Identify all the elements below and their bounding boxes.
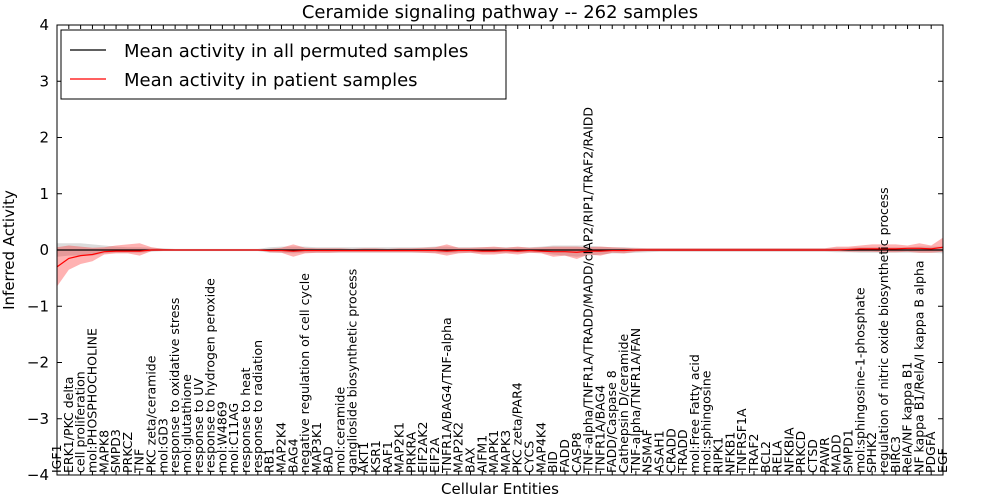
entity-label: BAX	[462, 447, 477, 473]
entity-label: regulation of nitric oxide biosynthetic …	[876, 187, 891, 473]
x-axis-label: Cellular Entities	[441, 480, 559, 498]
entity-label: RELA	[770, 440, 785, 473]
legend-box	[60, 29, 507, 100]
entity-label: FADD/Caspase 8	[604, 370, 619, 473]
entity-label: KSR1	[368, 440, 383, 473]
entity-label: NFKBIA	[781, 427, 796, 473]
entity-label: EIF2AK2	[415, 422, 430, 473]
entity-label: SMPD1	[840, 429, 855, 473]
entity-label: ASAH1	[651, 430, 666, 473]
y-tick-label: 4	[39, 16, 49, 34]
entity-label: PKC zeta/PAR4	[510, 382, 525, 473]
series-line-patient	[56, 246, 944, 268]
entity-label: MAP2K4	[273, 422, 288, 473]
entity-label: mol:Free Fatty acid	[687, 354, 702, 473]
y-tick-label: −4	[27, 466, 49, 484]
entity-label: mol:GD3	[155, 418, 170, 473]
entity-label: TNF-alpha/TNFR1A/TRADD/MADD/cIAP2/RIP1/T…	[581, 107, 596, 474]
entity-label: mol:sphingosine-1-phosphate	[852, 287, 867, 473]
entity-label: RAF1	[380, 441, 395, 473]
entity-label: mol:PHOSPHOCHOLINE	[84, 328, 99, 473]
entity-label: TRADD	[675, 429, 690, 474]
entity-label: ERK1/PKC delta	[61, 377, 76, 473]
entity-label: TNFRSF1A	[734, 408, 749, 474]
entity-label: TNFR1A/BAG4	[592, 385, 607, 474]
entity-label: response to heat	[238, 367, 253, 473]
entity-label: PKC zeta/ceramide	[144, 355, 159, 473]
entity-label: SMPD3	[108, 429, 123, 473]
y-tick-label: 2	[39, 129, 49, 147]
entity-label: MAPK1	[486, 430, 501, 473]
y-tick-label: 1	[39, 185, 49, 203]
entity-label: cell proliferation	[73, 371, 88, 473]
entity-label: PRKCD	[793, 431, 808, 473]
entity-label: MAP3K1	[309, 422, 324, 473]
y-tick-label: −3	[27, 410, 49, 428]
entity-label: response to UV	[191, 378, 206, 473]
entity-label: PDGFA	[923, 431, 938, 473]
y-axis: −4 −3 −2 −1 0 1 2 3 4	[27, 16, 943, 484]
entity-label: EIF2A	[427, 437, 442, 473]
entity-label: mol:ceramide	[333, 387, 348, 473]
entity-label: AIFM1	[474, 435, 489, 473]
entity-label: MAPK8	[96, 430, 111, 473]
entity-label: Cathepsin D/ceramide	[616, 333, 631, 473]
entity-label: response to hydrogen peroxide	[203, 278, 218, 473]
y-tick-label: −1	[27, 297, 49, 315]
entity-label: ganglioside biosynthetic process	[344, 269, 359, 473]
entity-label: response to radiation	[250, 340, 265, 473]
y-tick-label: 3	[39, 72, 49, 90]
entity-label: TNFR1A/BAG4/TNF-alpha	[439, 317, 454, 474]
legend-label-patient: Mean activity in patient samples	[124, 70, 418, 91]
entity-label: RIPK1	[711, 437, 726, 473]
entity-label: MADD	[829, 434, 844, 473]
entity-label: BID	[545, 451, 560, 473]
entity-label: IGF1	[49, 444, 64, 473]
entity-label: NSMAF	[640, 429, 655, 473]
entity-label: MAP2K2	[451, 422, 466, 473]
entity-label: SPHK2	[864, 432, 879, 473]
y-tick-label: 0	[39, 241, 49, 259]
entity-label: MAP2K1	[392, 422, 407, 473]
entity-label: RelA/NF kappa B1	[900, 362, 915, 473]
entity-label: response to oxidative stress	[167, 298, 182, 473]
entity-label: CTSD	[805, 439, 820, 473]
entity-label: NF kappa B1/RelA/I kappa B alpha	[911, 260, 926, 473]
entity-label: PRKRA	[403, 431, 418, 473]
entity-label: PRKCZ	[120, 432, 135, 473]
band-patient	[57, 237, 943, 287]
entity-label: TNF-alpha/TNFR1A/FAN	[628, 328, 643, 474]
entity-label: PAWR	[817, 437, 832, 473]
entity-label: RB1	[262, 448, 277, 473]
entity-label: TNF	[132, 449, 147, 474]
entity-label: CYCS	[522, 441, 537, 473]
entity-label: FADD	[557, 439, 572, 473]
entity-label: BAG4	[285, 438, 300, 473]
entity-label: CASP8	[569, 432, 584, 473]
y-tick-label: −2	[27, 354, 49, 372]
entity-label: CRADD	[663, 428, 678, 473]
chart-title: Ceramide signaling pathway -- 262 sample…	[302, 2, 698, 23]
entity-label: mol:C11AG	[226, 403, 241, 473]
entity-label: mol:W4869	[214, 401, 229, 473]
entity-label: mol:glutathione	[179, 374, 194, 473]
entity-label: MAPK3	[498, 430, 513, 473]
entity-label: NFKB1	[722, 432, 737, 473]
y-axis-label: Inferred Activity	[0, 190, 18, 310]
legend: Mean activity in all permuted samples Me…	[60, 29, 507, 100]
entity-label: AKT1	[356, 442, 371, 473]
entity-label: MAP4K4	[533, 422, 548, 473]
entity-label: EGF	[935, 448, 950, 473]
entity-label: BAD	[321, 446, 336, 473]
legend-label-permuted: Mean activity in all permuted samples	[124, 41, 468, 62]
plot-area	[56, 237, 944, 287]
entity-label: BCL2	[758, 441, 773, 473]
entity-label: TRAF2	[746, 433, 761, 474]
entity-label: mol:sphingosine	[699, 370, 714, 473]
entity-label: negative regulation of cell cycle	[297, 273, 312, 473]
entity-label: BIRC3	[888, 436, 903, 473]
